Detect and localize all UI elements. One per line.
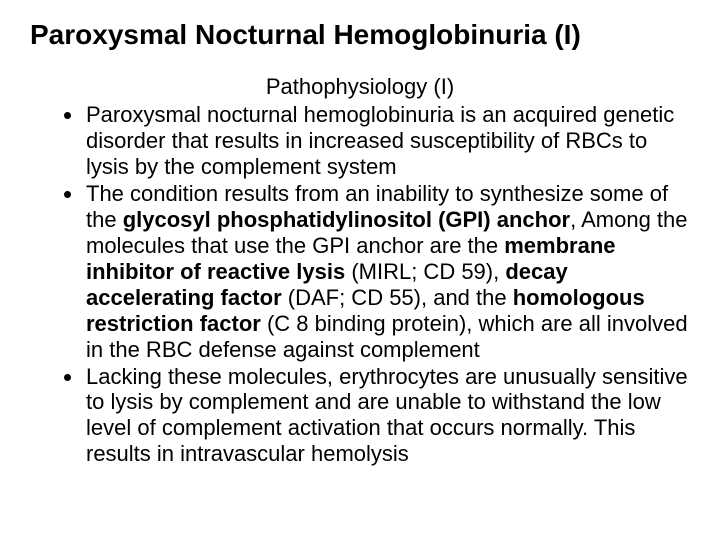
- list-item: Lacking these molecules, erythrocytes ar…: [84, 364, 690, 468]
- list-item: Paroxysmal nocturnal hemoglobinuria is a…: [84, 102, 690, 180]
- text-run: (MIRL; CD 59),: [351, 259, 505, 284]
- text-run: glycosyl phosphatidylinositol (GPI) anch…: [123, 207, 570, 232]
- slide-subtitle: Pathophysiology (I): [30, 74, 690, 100]
- text-run: Paroxysmal nocturnal hemoglobinuria is a…: [86, 102, 674, 179]
- text-run: (DAF; CD 55), and the: [288, 285, 513, 310]
- text-run: Lacking these molecules, erythrocytes ar…: [86, 364, 688, 467]
- list-item: The condition results from an inability …: [84, 181, 690, 363]
- slide-title: Paroxysmal Nocturnal Hemoglobinuria (I): [30, 18, 690, 52]
- slide: Paroxysmal Nocturnal Hemoglobinuria (I) …: [0, 0, 720, 540]
- bullet-list: Paroxysmal nocturnal hemoglobinuria is a…: [30, 102, 690, 467]
